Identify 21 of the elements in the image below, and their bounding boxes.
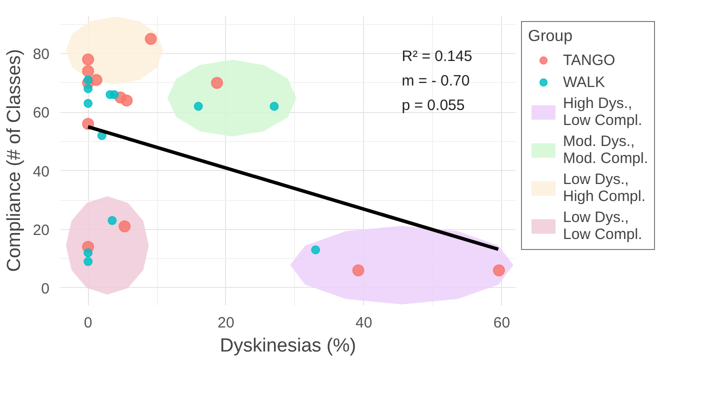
annotation: p = 0.055 [402,97,465,114]
x-axis-title: Dyskinesias (%) [220,336,356,356]
y-tick-label: 80 [32,46,50,64]
annotation: m = - 0.70 [402,72,470,90]
y-tick-label: 40 [32,163,50,180]
y-tick-label: 20 [32,222,50,239]
legend-title: Group [528,28,574,46]
x-tick-label: 60 [493,314,510,332]
y-tick-label: 60 [32,104,50,122]
y-axis-title: Compliance (# of Classes) [4,49,25,272]
x-tick-label: 0 [84,314,92,332]
legend-label: TANGO [563,52,616,68]
legend-label: Mod. Dys., Mod. Compl. [563,133,648,167]
legend-label: High Dys., Low Compl. [563,95,642,129]
legend-label: WALK [563,74,605,90]
x-tick-label: 40 [355,314,372,332]
y-tick-label: 0 [41,280,50,298]
legend-label: Low Dys., High Compl. [563,171,646,205]
x-tick-label: 20 [218,314,234,332]
legend-label: Low Dys., Low Compl. [563,209,642,243]
annotation: R² = 0.145 [402,48,472,65]
